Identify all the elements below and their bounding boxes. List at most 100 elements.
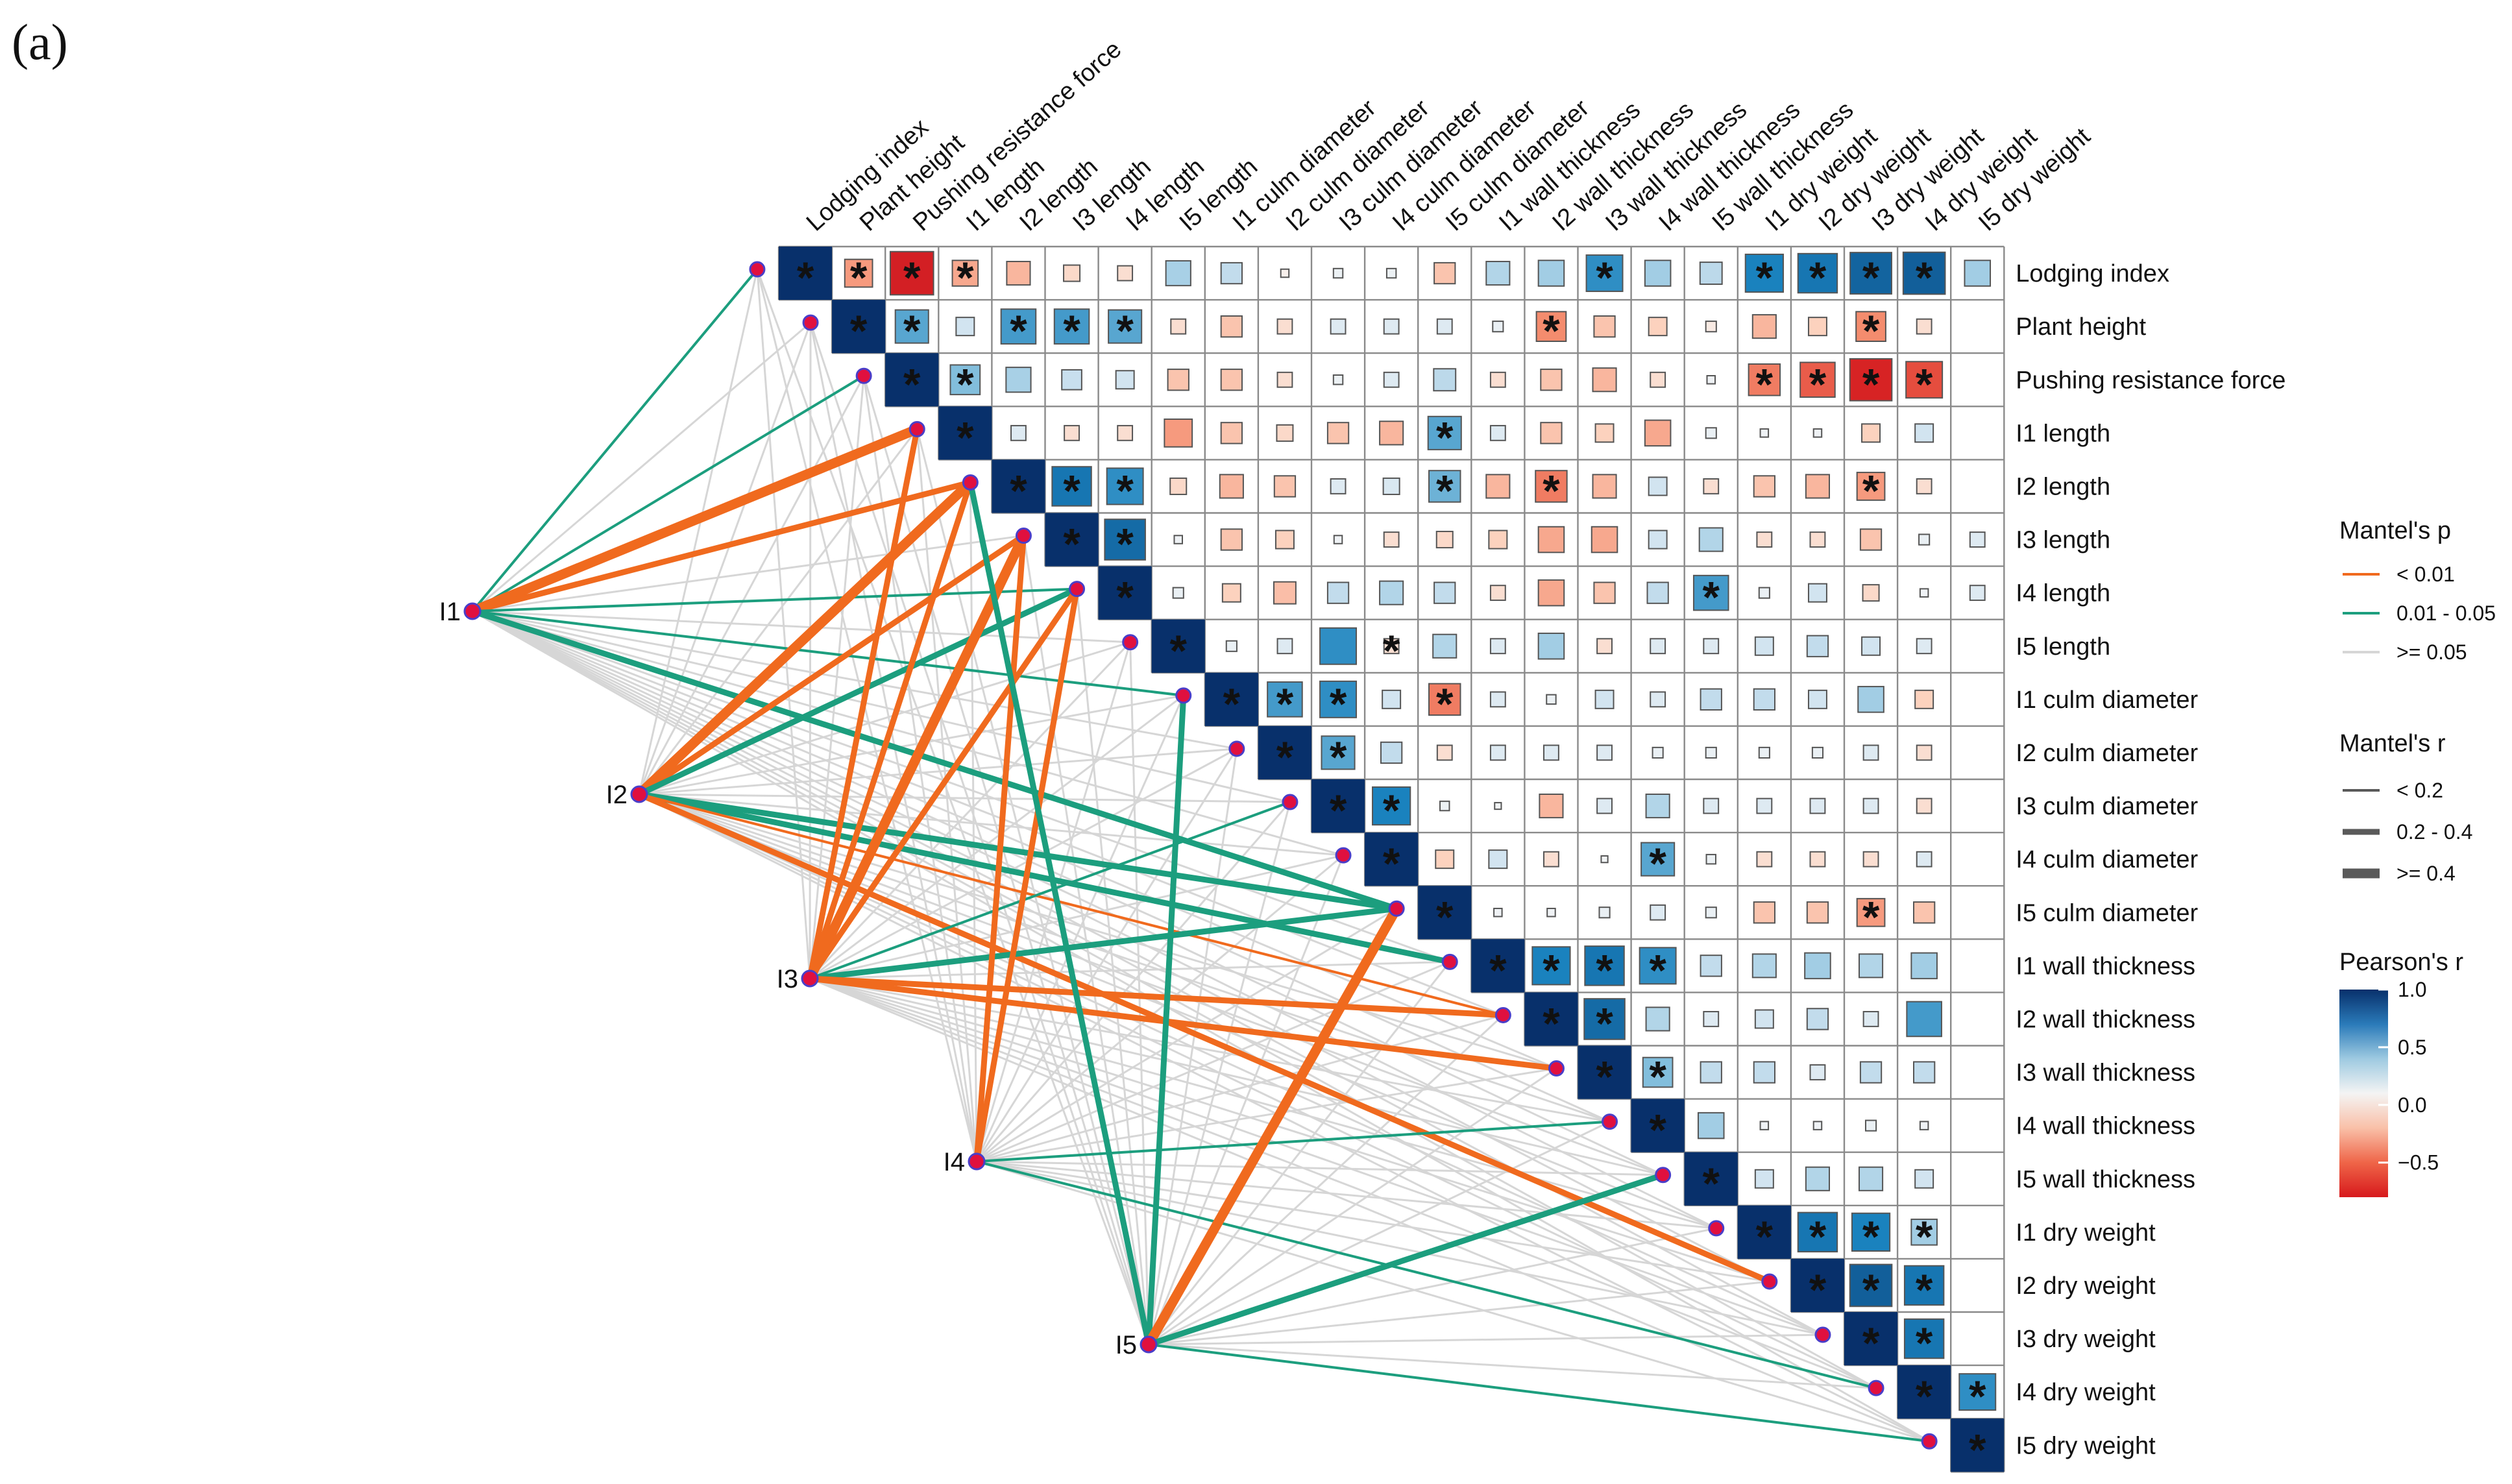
heatmap-cell-lodging-index-x-i4-length bbox=[1117, 265, 1134, 282]
heatmap-cell-pushing-resistance-force-x-i3-dry-weight bbox=[1849, 358, 1893, 402]
mantel-edge-i4-to-i4-culm-diameter bbox=[976, 854, 1345, 1163]
mantel-edge-i2-to-plant-height bbox=[638, 322, 812, 795]
mantel-edge-i1-to-i3-length bbox=[472, 535, 1024, 613]
heatmap-cell-i4-culm-diameter-x-i2-dry-weight bbox=[1809, 851, 1826, 868]
row-label-i2-length: I2 length bbox=[2016, 473, 2110, 500]
heatmap-cell-i3-wall-thickness-x-i3-wall-thickness bbox=[1578, 1045, 1631, 1099]
mantel-edge-i2-to-i2-length bbox=[634, 477, 975, 799]
heatmap-cell-lodging-index-x-i5-length bbox=[1165, 260, 1191, 287]
heatmap-cell-i3-length-x-i3-culm-diameter bbox=[1333, 535, 1343, 544]
mantel-edge-i3-to-pushing-resistance-force bbox=[809, 376, 865, 979]
mantel-edge-i1-to-i5-wall-thickness bbox=[472, 610, 1664, 1176]
heatmap-cell-i2-wall-thickness-x-i2-wall-thickness bbox=[1524, 992, 1578, 1046]
mantel-edge-i4-to-i2-wall-thickness bbox=[976, 1014, 1504, 1163]
heatmap-cell-lodging-index-x-i3-length bbox=[1063, 264, 1081, 282]
heatmap-cell-i2-length-x-i1-dry-weight bbox=[1753, 475, 1776, 498]
heatmap-cell-i2-culm-diameter-x-i3-wall-thickness bbox=[1596, 744, 1613, 761]
heatmap-cell-i2-length-x-i5-wall-thickness bbox=[1703, 478, 1720, 494]
mantel-edge-i4-to-i2-length bbox=[969, 482, 978, 1162]
heatmap-cell-lodging-index-x-i1-dry-weight bbox=[1744, 253, 1784, 293]
heatmap-cell-lodging-index-x-i3-culm-diameter bbox=[1332, 267, 1344, 279]
heatmap-cell-i3-culm-diameter-x-i5-wall-thickness bbox=[1703, 797, 1720, 814]
mantel-edge-i5-to-i2-wall-thickness bbox=[1147, 1014, 1504, 1346]
heatmap-cell-lodging-index-x-plant-height bbox=[844, 258, 873, 288]
heatmap-cell-i3-culm-diameter-x-i4-dry-weight bbox=[1916, 797, 1933, 814]
mantel-edge-i1-to-pushing-resistance-force bbox=[471, 374, 866, 613]
heatmap-cell-i3-dry-weight-x-i3-dry-weight bbox=[1844, 1312, 1898, 1366]
group-node-i3 bbox=[801, 969, 819, 988]
heatmap-cell-i4-culm-diameter-x-i4-dry-weight bbox=[1916, 851, 1933, 868]
heatmap-cell-i5-culm-diameter-x-i3-dry-weight bbox=[1856, 897, 1886, 927]
significance-star: * bbox=[1809, 1212, 1827, 1261]
mantel-edge-i2-to-i2-culm-diameter bbox=[639, 748, 1237, 796]
heatmap-cell-i2-length-x-i3-culm-diameter bbox=[1330, 478, 1347, 494]
significance-star: * bbox=[1862, 1265, 1880, 1315]
heatmap-cell-i3-wall-thickness-x-i2-dry-weight bbox=[1809, 1064, 1826, 1080]
heatmap-cell-i1-culm-diameter-x-i1-culm-diameter bbox=[1204, 672, 1258, 726]
mantel-edge-i2-to-i5-length bbox=[639, 641, 1131, 796]
significance-star: * bbox=[1116, 520, 1134, 569]
row-label-i3-culm-diameter: I3 culm diameter bbox=[2016, 793, 2198, 820]
heatmap-cell-i4-culm-diameter-x-i2-wall-thickness bbox=[1543, 851, 1559, 868]
heatmap-cell-i5-culm-diameter-x-i3-wall-thickness bbox=[1598, 906, 1611, 919]
mantel-edges-layer bbox=[467, 268, 1931, 1443]
heatmap-cell-plant-height-x-i4-wall-thickness bbox=[1648, 317, 1668, 337]
heatmap-cell-i2-culm-diameter-x-i4-culm-diameter bbox=[1380, 741, 1403, 764]
row-label-i4-wall-thickness: I4 wall thickness bbox=[2016, 1113, 2195, 1140]
heatmap-cell-lodging-index-x-pushing-resistance-force bbox=[889, 250, 934, 296]
heatmap-cell-pushing-resistance-force-x-pushing-resistance-force bbox=[885, 353, 939, 407]
heatmap-cell-plant-height-x-i4-dry-weight bbox=[1916, 318, 1933, 335]
heatmap-cell-i2-culm-diameter-x-i4-wall-thickness bbox=[1652, 746, 1664, 759]
heatmap-cell-i1-wall-thickness-x-i1-wall-thickness bbox=[1471, 939, 1525, 993]
heatmap-cell-plant-height-x-i3-culm-diameter bbox=[1330, 318, 1347, 335]
heatmap-cell-i2-wall-thickness-x-i4-dry-weight bbox=[1906, 1001, 1942, 1038]
mantel-edge-i5-to-i2-dry-weight bbox=[1148, 1280, 1770, 1346]
mantel-edge-i4-to-i4-length bbox=[973, 586, 1080, 1165]
variable-node-i5-culm-diameter bbox=[1388, 900, 1405, 917]
heatmap-cell-i5-length-x-i3-culm-diameter bbox=[1319, 627, 1358, 665]
significance-star: * bbox=[957, 359, 974, 409]
mantel-edge-i2-to-i3-length bbox=[636, 533, 1027, 797]
heatmap-cell-i2-culm-diameter-x-i2-dry-weight bbox=[1811, 746, 1824, 759]
legend-pearson-r-title: Pearson's r bbox=[2339, 949, 2463, 976]
heatmap-cell-i1-length-x-i4-length bbox=[1117, 424, 1134, 441]
heatmap-cell-i1-wall-thickness-x-i1-dry-weight bbox=[1751, 953, 1777, 979]
mantel-edge-i4-to-i3-length bbox=[973, 533, 1027, 1165]
heatmap-cell-i1-length-x-i3-dry-weight bbox=[1861, 423, 1881, 443]
heatmap-cell-i1-culm-diameter-x-i2-wall-thickness bbox=[1546, 694, 1557, 705]
significance-star: * bbox=[1916, 1372, 1933, 1421]
mantel-edge-i5-to-i1-wall-thickness bbox=[1147, 961, 1451, 1345]
heatmap-cell-i5-length-x-i3-wall-thickness bbox=[1596, 638, 1613, 655]
heatmap-cell-i3-length-x-i2-dry-weight bbox=[1809, 531, 1826, 548]
heatmap-cell-i2-dry-weight-x-i3-dry-weight bbox=[1849, 1263, 1893, 1308]
legend-mantel-r-item: < 0.2 bbox=[2396, 779, 2443, 802]
row-label-i2-wall-thickness: I2 wall thickness bbox=[2016, 1006, 2195, 1033]
mantel-edge-i4-to-i1-dry-weight bbox=[976, 1160, 1716, 1230]
heatmap-cell-i4-culm-diameter-x-i4-culm-diameter bbox=[1365, 833, 1419, 886]
heatmap-cell-i4-wall-thickness-x-i5-wall-thickness bbox=[1697, 1112, 1725, 1139]
heatmap-cell-i5-wall-thickness-x-i3-dry-weight bbox=[1858, 1166, 1884, 1191]
heatmap-cell-i2-length-x-i2-dry-weight bbox=[1805, 474, 1831, 499]
heatmap-cell-i2-length-x-i2-length bbox=[992, 459, 1045, 513]
mantel-edge-i5-to-lodging-index bbox=[756, 269, 1150, 1345]
significance-star: * bbox=[1436, 413, 1454, 462]
heatmap-cell-lodging-index-x-i4-culm-diameter bbox=[1385, 267, 1397, 279]
mantel-edge-i1-to-i3-culm-diameter bbox=[472, 610, 1291, 803]
row-label-i1-culm-diameter: I1 culm diameter bbox=[2016, 687, 2198, 714]
significance-star: * bbox=[850, 253, 868, 302]
significance-star: * bbox=[1010, 466, 1027, 515]
heatmap-cell-i5-length-x-i3-dry-weight bbox=[1861, 636, 1881, 656]
variable-node-i3-wall-thickness bbox=[1548, 1060, 1565, 1077]
heatmap-cell-i1-wall-thickness-x-i5-wall-thickness bbox=[1700, 955, 1722, 977]
mantel-edge-i4-to-i2-dry-weight bbox=[976, 1160, 1770, 1283]
heatmap-cell-i4-wall-thickness-x-i4-wall-thickness bbox=[1631, 1099, 1685, 1152]
variable-node-pushing-resistance-force bbox=[855, 367, 872, 384]
mantel-edge-i3-to-i1-culm-diameter bbox=[809, 694, 1184, 980]
heatmap-cell-plant-height-x-i5-wall-thickness bbox=[1705, 321, 1717, 333]
heatmap-cell-i4-length-x-i2-culm-diameter bbox=[1273, 581, 1297, 605]
heatmap-cell-plant-height-x-i2-length bbox=[1000, 308, 1037, 345]
legend-mantel-r-item: 0.2 - 0.4 bbox=[2396, 820, 2472, 844]
heatmap-cell-i5-length-x-i5-culm-diameter bbox=[1432, 633, 1457, 659]
heatmap-cell-i3-length-x-i5-dry-weight bbox=[1969, 531, 1986, 548]
significance-star: * bbox=[1436, 679, 1454, 729]
